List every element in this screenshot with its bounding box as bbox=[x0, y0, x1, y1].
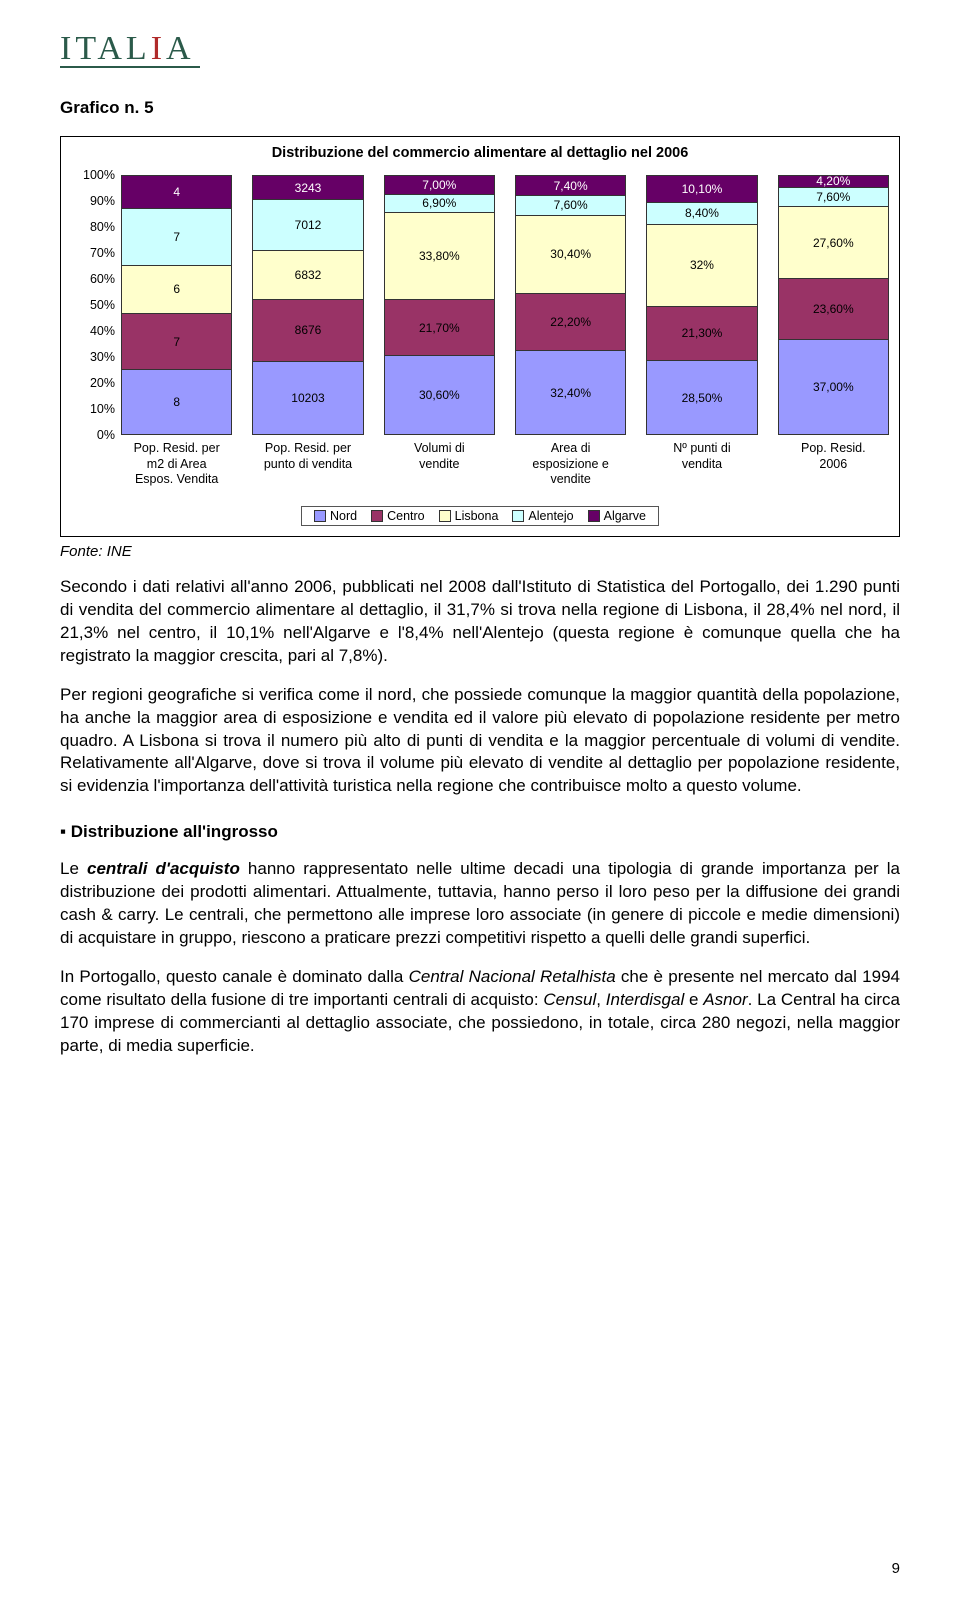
y-tick: 0% bbox=[97, 428, 115, 442]
chart-caption: Grafico n. 5 bbox=[60, 98, 900, 118]
bar-segment-lisbona: 6832 bbox=[253, 250, 362, 299]
logo-pre: ITAL bbox=[60, 30, 151, 67]
legend-swatch bbox=[512, 510, 524, 522]
x-label: Volumi divendite bbox=[384, 441, 495, 488]
p4-em3: Interdisgal bbox=[606, 990, 684, 1009]
y-tick: 50% bbox=[90, 298, 115, 312]
bar-segment-alentejo: 7012 bbox=[253, 199, 362, 249]
bar-segment-centro: 23,60% bbox=[779, 278, 888, 339]
p4-em4: Asnor bbox=[703, 990, 747, 1009]
bar-column: 7,00%6,90%33,80%21,70%30,60% bbox=[384, 175, 495, 435]
bar-segment-nord: 10203 bbox=[253, 361, 362, 434]
chart-y-axis: 0%10%20%30%40%50%60%70%80%90%100% bbox=[65, 175, 121, 435]
x-label: Pop. Resid. perpunto di vendita bbox=[252, 441, 363, 488]
p4-sep1: , bbox=[596, 990, 606, 1009]
y-tick: 10% bbox=[90, 402, 115, 416]
y-tick: 40% bbox=[90, 324, 115, 338]
p4-sep2: e bbox=[684, 990, 703, 1009]
y-tick: 100% bbox=[83, 168, 115, 182]
bar-segment-nord: 30,60% bbox=[385, 355, 494, 434]
p3-em: centrali d'acquisto bbox=[87, 859, 240, 878]
legend-swatch bbox=[588, 510, 600, 522]
bar-column: 47678 bbox=[121, 175, 232, 435]
legend-swatch bbox=[439, 510, 451, 522]
bar-segment-centro: 21,70% bbox=[385, 299, 494, 355]
chart-title: Distribuzione del commercio alimentare a… bbox=[65, 141, 895, 175]
chart-bars: 476783243701268328676102037,00%6,90%33,8… bbox=[121, 175, 895, 435]
bar-segment-nord: 8 bbox=[122, 369, 231, 434]
paragraph-1: Secondo i dati relativi all'anno 2006, p… bbox=[60, 576, 900, 668]
bar-segment-nord: 28,50% bbox=[647, 360, 756, 434]
page-number: 9 bbox=[892, 1560, 900, 1577]
chart-source: Fonte: INE bbox=[60, 543, 900, 560]
legend-swatch bbox=[314, 510, 326, 522]
section-title: Distribuzione all'ingrosso bbox=[71, 822, 278, 841]
bar-column: 324370126832867610203 bbox=[252, 175, 363, 435]
bar-column: 4,20%7,60%27,60%23,60%37,00% bbox=[778, 175, 889, 435]
bar-segment-algarve: 10,10% bbox=[647, 176, 756, 202]
p3-pre: Le bbox=[60, 859, 87, 878]
legend-swatch bbox=[371, 510, 383, 522]
x-label: Pop. Resid.2006 bbox=[778, 441, 889, 488]
legend-item-nord: Nord bbox=[314, 509, 357, 523]
y-tick: 70% bbox=[90, 246, 115, 260]
p4-em2: Censul bbox=[543, 990, 596, 1009]
bar-segment-alentejo: 8,40% bbox=[647, 202, 756, 224]
bar-segment-lisbona: 33,80% bbox=[385, 212, 494, 299]
paragraph-4: In Portogallo, questo canale è dominato … bbox=[60, 966, 900, 1058]
p4-pre: In Portogallo, questo canale è dominato … bbox=[60, 967, 409, 986]
legend-label: Centro bbox=[387, 509, 425, 523]
y-tick: 60% bbox=[90, 272, 115, 286]
legend-label: Lisbona bbox=[455, 509, 499, 523]
bar-segment-lisbona: 30,40% bbox=[516, 215, 625, 293]
p4-em1: Central Nacional Retalhista bbox=[409, 967, 616, 986]
x-label: Area diesposizione evendite bbox=[515, 441, 626, 488]
bar-segment-nord: 32,40% bbox=[516, 350, 625, 434]
bar-column: 10,10%8,40%32%21,30%28,50% bbox=[646, 175, 757, 435]
italia-logo: ITALIA bbox=[60, 30, 900, 68]
bar-segment-algarve: 7,00% bbox=[385, 176, 494, 194]
bar-segment-alentejo: 7,60% bbox=[516, 195, 625, 215]
logo-post: A bbox=[166, 30, 195, 67]
legend-label: Alentejo bbox=[528, 509, 573, 523]
bar-segment-centro: 22,20% bbox=[516, 293, 625, 350]
bar-segment-algarve: 4,20% bbox=[779, 176, 888, 187]
bar-segment-alentejo: 6,90% bbox=[385, 194, 494, 212]
bar-segment-centro: 8676 bbox=[253, 299, 362, 361]
chart-x-axis: Pop. Resid. perm2 di AreaEspos. Vendita P… bbox=[121, 441, 895, 488]
bar-segment-lisbona: 32% bbox=[647, 224, 756, 306]
bar-segment-algarve: 7,40% bbox=[516, 176, 625, 195]
bar-segment-lisbona: 6 bbox=[122, 265, 231, 313]
x-label: Nº punti divendita bbox=[646, 441, 757, 488]
y-tick: 90% bbox=[90, 194, 115, 208]
section-heading: ▪ Distribuzione all'ingrosso bbox=[60, 822, 900, 842]
logo-red: I bbox=[151, 30, 166, 67]
bar-segment-algarve: 3243 bbox=[253, 176, 362, 199]
section-bullet: ▪ bbox=[60, 822, 71, 841]
bar-segment-centro: 7 bbox=[122, 313, 231, 370]
x-label: Pop. Resid. perm2 di AreaEspos. Vendita bbox=[121, 441, 232, 488]
bar-segment-lisbona: 27,60% bbox=[779, 206, 888, 277]
bar-column: 7,40%7,60%30,40%22,20%32,40% bbox=[515, 175, 626, 435]
y-tick: 80% bbox=[90, 220, 115, 234]
y-tick: 30% bbox=[90, 350, 115, 364]
paragraph-2: Per regioni geografiche si verifica come… bbox=[60, 684, 900, 799]
chart-legend: Nord Centro Lisbona Alentejo Algarve bbox=[301, 506, 659, 526]
legend-label: Algarve bbox=[604, 509, 646, 523]
legend-item-lisbona: Lisbona bbox=[439, 509, 499, 523]
bar-segment-alentejo: 7,60% bbox=[779, 187, 888, 207]
chart-container: Distribuzione del commercio alimentare a… bbox=[60, 136, 900, 537]
bar-segment-centro: 21,30% bbox=[647, 306, 756, 361]
legend-item-centro: Centro bbox=[371, 509, 425, 523]
bar-segment-nord: 37,00% bbox=[779, 339, 888, 434]
legend-item-algarve: Algarve bbox=[588, 509, 646, 523]
paragraph-3: Le centrali d'acquisto hanno rappresenta… bbox=[60, 858, 900, 950]
bar-segment-algarve: 4 bbox=[122, 176, 231, 208]
y-tick: 20% bbox=[90, 376, 115, 390]
bar-segment-alentejo: 7 bbox=[122, 208, 231, 265]
legend-item-alentejo: Alentejo bbox=[512, 509, 573, 523]
legend-label: Nord bbox=[330, 509, 357, 523]
